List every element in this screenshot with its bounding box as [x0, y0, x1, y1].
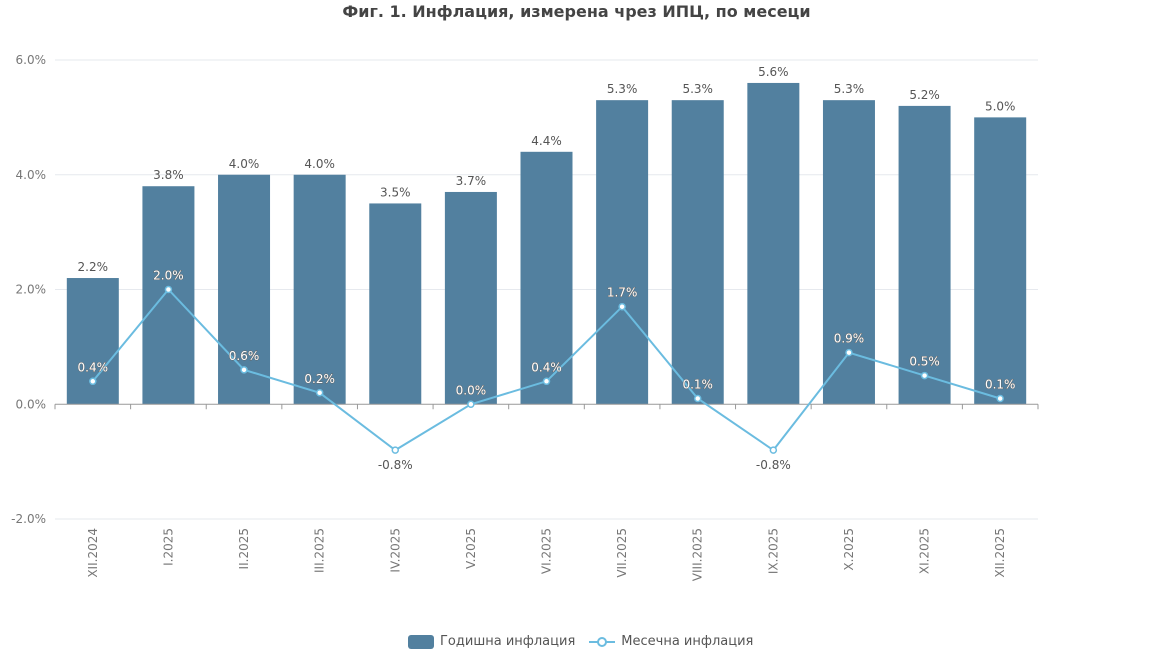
bar[interactable] — [747, 82, 800, 405]
line-marker-icon — [589, 635, 616, 649]
x-tick-label: VIII.2025 — [691, 528, 705, 581]
x-tick-label: XII.2024 — [86, 528, 100, 578]
line-point[interactable] — [769, 446, 778, 454]
bar-value-label: 5.3% — [682, 82, 713, 96]
line-point[interactable] — [920, 371, 929, 380]
x-tick-label: III.2025 — [313, 528, 327, 573]
x-tick-label: XI.2025 — [918, 528, 932, 574]
line-point[interactable] — [315, 389, 324, 397]
line-value-label: -0.8% — [378, 458, 413, 472]
bar-value-label: 3.7% — [456, 174, 487, 188]
x-tick-label: VII.2025 — [615, 528, 629, 578]
bar[interactable] — [66, 278, 119, 405]
y-tick-label: 2.0% — [16, 283, 47, 297]
x-axis-tick-labels: XII.2024 I.2025 II.2025 III.2025 IV.2025 V.20… — [86, 528, 1007, 581]
line-point[interactable] — [542, 377, 551, 386]
legend-item-monthly[interactable]: Месечна инфлация — [589, 634, 753, 649]
line-value-label: 1.7% — [607, 286, 638, 300]
x-axis — [54, 403, 1039, 410]
line-point[interactable] — [164, 285, 173, 294]
bar-value-label: 3.8% — [153, 168, 184, 182]
line-point[interactable] — [845, 348, 853, 357]
bar[interactable] — [596, 100, 649, 405]
bar-value-label: 5.0% — [985, 99, 1016, 113]
line-value-label: 0.4% — [78, 360, 109, 374]
line-point[interactable] — [89, 377, 97, 386]
line-point[interactable] — [996, 394, 1004, 403]
line-value-label: -0.8% — [756, 458, 791, 472]
line-point[interactable] — [240, 366, 248, 374]
bar-series-annual-inflation — [66, 82, 1027, 405]
bar[interactable] — [520, 151, 573, 405]
bar-value-label: 5.3% — [607, 82, 638, 96]
bar[interactable] — [898, 105, 951, 405]
bar[interactable] — [142, 186, 195, 405]
y-axis-ticks: -2.0% 0.0% 2.0% 4.0% 6.0% — [11, 53, 46, 526]
line-point[interactable] — [391, 446, 400, 454]
line-value-label: 0.6% — [229, 349, 260, 363]
line-value-label: 2.0% — [153, 269, 184, 283]
bar-value-label: 2.2% — [78, 260, 109, 274]
x-tick-label: V.2025 — [464, 528, 478, 569]
x-tick-label: IX.2025 — [766, 528, 780, 574]
x-tick-label: IV.2025 — [388, 528, 402, 573]
legend-item-annual[interactable]: Годишна инфлация — [408, 634, 575, 649]
x-tick-label: II.2025 — [237, 528, 251, 569]
bar[interactable] — [444, 191, 497, 405]
line-point[interactable] — [693, 394, 702, 403]
x-tick-label: XII.2025 — [993, 528, 1007, 578]
bar[interactable] — [218, 174, 271, 405]
x-tick-label: X.2025 — [842, 528, 856, 571]
bar-value-label: 5.6% — [758, 65, 789, 79]
y-tick-label: 0.0% — [16, 397, 47, 411]
chart-title: Фиг. 1. Инфлация, измерена чрез ИПЦ, по … — [342, 2, 811, 21]
bar[interactable] — [974, 117, 1027, 405]
bar-value-label: 5.2% — [909, 88, 940, 102]
line-value-labels: 0.4% 2.0% 0.6% 0.2% -0.8% 0.0% 0.4% 1.7% 0.1% -0.… — [77, 268, 1016, 472]
bar-value-labels: 2.2% 3.8% 4.0% 4.0% 3.5% 3.7% 4.4% 5.3% 5.3% 5.6%… — [78, 65, 1016, 274]
line-value-label: 0.9% — [834, 332, 865, 346]
chart-legend: Годишна инфлация Месечна инфлация — [408, 634, 767, 649]
x-tick-label: VI.2025 — [540, 528, 554, 574]
line-value-label: 0.5% — [909, 355, 940, 369]
line-point[interactable] — [467, 400, 475, 408]
line-value-label: 0.1% — [682, 378, 713, 392]
legend-label-monthly: Месечна инфлация — [621, 634, 754, 649]
line-value-label: 0.4% — [531, 360, 562, 374]
bar-swatch-icon — [408, 634, 434, 649]
bar-value-label: 3.5% — [380, 185, 411, 199]
y-tick-label: 6.0% — [16, 53, 47, 67]
bar-value-label: 4.0% — [304, 157, 335, 171]
bar-value-label: 4.4% — [531, 134, 562, 148]
bar[interactable] — [671, 100, 724, 405]
x-tick-label: I.2025 — [161, 528, 175, 566]
bar[interactable] — [293, 174, 346, 405]
line-point[interactable] — [618, 302, 626, 311]
y-tick-label: 4.0% — [16, 168, 47, 182]
bar-value-label: 5.3% — [834, 82, 865, 96]
line-value-label: 0.2% — [304, 372, 335, 386]
line-value-label: 0.0% — [456, 383, 487, 397]
line-value-label: 0.1% — [985, 378, 1016, 392]
line-series-monthly-inflation — [89, 285, 1004, 454]
legend-label-annual: Годишна инфлация — [440, 634, 576, 649]
y-tick-label: -2.0% — [11, 512, 46, 526]
bar-value-label: 4.0% — [229, 157, 260, 171]
bar[interactable] — [369, 203, 422, 405]
